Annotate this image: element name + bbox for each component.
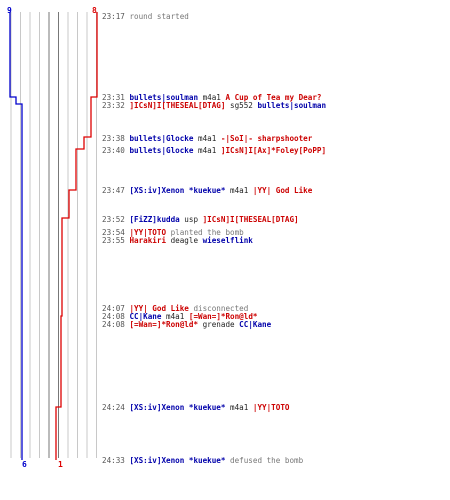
event-text: CC|Kane bbox=[129, 312, 162, 321]
event-text: CC|Kane bbox=[239, 320, 272, 329]
event-text: ]ICsN]I[THESEAL[DTAG] bbox=[129, 101, 226, 110]
event-text: [XS:iv]Xenon *kuekue* bbox=[129, 186, 226, 195]
event-text: bullets|Glocke bbox=[129, 134, 194, 143]
event-text: [=Wan=]*Ron@ld* bbox=[188, 312, 258, 321]
event-text: A Cup of Tea my Dear? bbox=[225, 93, 322, 102]
event-row: 23:52 [FiZZ]kudda usp ]ICsN]I[THESEAL[DT… bbox=[102, 215, 299, 224]
event-text: m4a1 bbox=[225, 403, 253, 412]
event-time: 24:08 bbox=[102, 312, 125, 321]
ct-start-count: 9 bbox=[7, 6, 12, 15]
event-text: |YY| God Like bbox=[252, 186, 313, 195]
event-text: ]ICsN]I[Ax]*Foley[PoPP] bbox=[220, 146, 327, 155]
t-start-count: 8 bbox=[92, 6, 97, 15]
event-row: 23:55 Harakiri deagle wieselflink bbox=[102, 236, 253, 245]
event-text: round started bbox=[129, 12, 189, 21]
event-text: |YY|TOTO bbox=[252, 403, 290, 412]
event-time: 24:07 bbox=[102, 304, 125, 313]
event-text: usp bbox=[179, 215, 203, 224]
event-text: [XS:iv]Xenon *kuekue* bbox=[129, 403, 226, 412]
event-text: bullets|soulman bbox=[257, 101, 327, 110]
event-text: m4a1 bbox=[161, 312, 189, 321]
event-text: bullets|soulman bbox=[129, 93, 199, 102]
event-time: 23:17 bbox=[102, 12, 125, 21]
event-text: [XS:iv]Xenon *kuekue* bbox=[129, 456, 226, 465]
event-row: 24:24 [XS:iv]Xenon *kuekue* m4a1 |YY|TOT… bbox=[102, 403, 289, 412]
event-row: 23:54 |YY|TOTO planted the bomb bbox=[102, 228, 244, 237]
ct-end-count: 6 bbox=[22, 460, 27, 469]
event-text: |YY| God Like bbox=[129, 304, 189, 313]
event-row: 23:31 bullets|soulman m4a1 A Cup of Tea … bbox=[102, 93, 321, 102]
event-text: ]ICsN]I[THESEAL[DTAG] bbox=[202, 215, 299, 224]
event-row: 23:17 round started bbox=[102, 12, 189, 21]
event-time: 23:47 bbox=[102, 186, 125, 195]
event-time: 23:32 bbox=[102, 101, 125, 110]
event-time: 23:40 bbox=[102, 146, 125, 155]
event-text: deagle bbox=[166, 236, 203, 245]
event-row: 24:33 [XS:iv]Xenon *kuekue* defused the … bbox=[102, 456, 303, 465]
event-time: 23:31 bbox=[102, 93, 125, 102]
event-text: [=Wan=]*Ron@ld* bbox=[129, 320, 199, 329]
event-time: 23:38 bbox=[102, 134, 125, 143]
event-row: 24:08 [=Wan=]*Ron@ld* grenade CC|Kane bbox=[102, 320, 271, 329]
event-text: m4a1 bbox=[198, 93, 226, 102]
ct-step-line bbox=[9, 12, 23, 460]
event-text: planted the bomb bbox=[166, 228, 244, 237]
event-text: defused the bomb bbox=[225, 456, 304, 465]
event-row: 24:08 CC|Kane m4a1 [=Wan=]*Ron@ld* bbox=[102, 312, 257, 321]
event-row: 23:38 bullets|Glocke m4a1 -|SoI|- sharps… bbox=[102, 134, 312, 143]
event-text: Harakiri bbox=[129, 236, 167, 245]
event-text: bullets|Glocke bbox=[129, 146, 194, 155]
t-end-count: 1 bbox=[58, 460, 63, 469]
event-time: 24:33 bbox=[102, 456, 125, 465]
event-text: m4a1 bbox=[193, 146, 221, 155]
event-text: -|SoI|- sharpshooter bbox=[220, 134, 313, 143]
event-time: 23:52 bbox=[102, 215, 125, 224]
event-text: m4a1 bbox=[225, 186, 253, 195]
event-time: 23:55 bbox=[102, 236, 125, 245]
event-time: 24:08 bbox=[102, 320, 125, 329]
event-text: sg552 bbox=[225, 101, 258, 110]
event-text: disconnected bbox=[188, 304, 249, 313]
event-row: 23:40 bullets|Glocke m4a1 ]ICsN]I[Ax]*Fo… bbox=[102, 146, 326, 155]
event-text: m4a1 bbox=[193, 134, 221, 143]
t-step-line bbox=[55, 12, 98, 460]
event-row: 23:32 ]ICsN]I[THESEAL[DTAG] sg552 bullet… bbox=[102, 101, 326, 110]
event-text: wieselflink bbox=[202, 236, 253, 245]
player-count-chart bbox=[9, 12, 98, 460]
event-text: [FiZZ]kudda bbox=[129, 215, 180, 224]
event-text: grenade bbox=[198, 320, 240, 329]
event-time: 24:24 bbox=[102, 403, 125, 412]
event-row: 23:47 [XS:iv]Xenon *kuekue* m4a1 |YY| Go… bbox=[102, 186, 312, 195]
event-row: 24:07 |YY| God Like disconnected bbox=[102, 304, 248, 313]
event-text: |YY|TOTO bbox=[129, 228, 167, 237]
event-time: 23:54 bbox=[102, 228, 125, 237]
